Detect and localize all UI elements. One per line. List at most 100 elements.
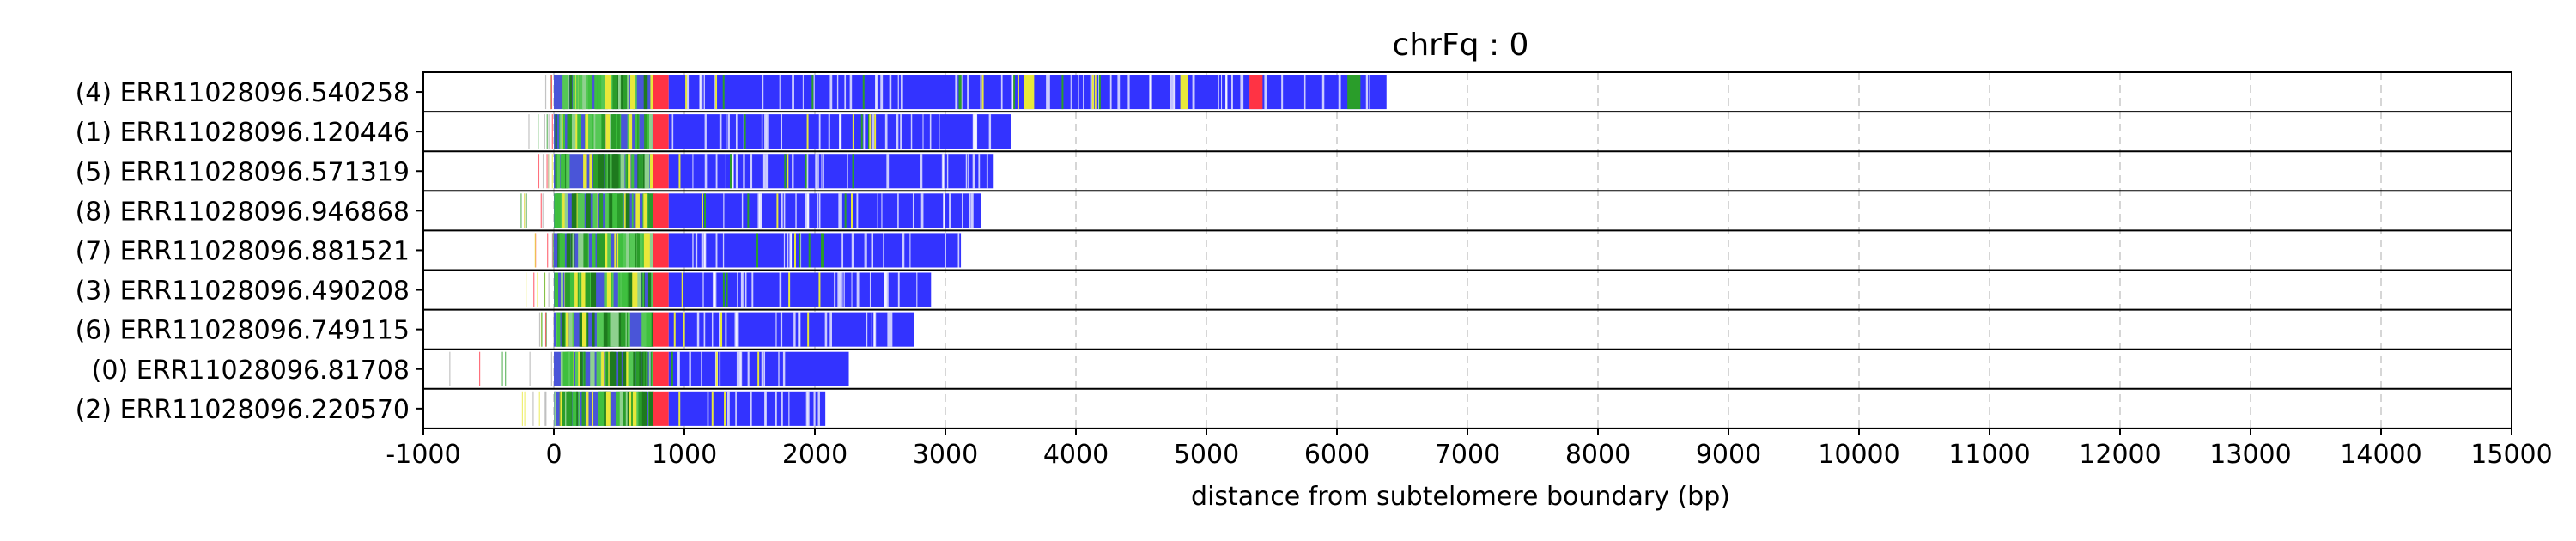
x-tick-label: 11000 [1948, 440, 2030, 470]
read-segment [604, 272, 608, 307]
read-segment [555, 272, 558, 307]
read-segment [607, 351, 611, 386]
read-segment [580, 193, 585, 228]
read-segment [576, 75, 579, 110]
read-segment [805, 193, 808, 228]
read-segment [555, 114, 557, 149]
read-segment [678, 154, 681, 189]
read-segment [872, 114, 874, 149]
x-tick-label: 5000 [1174, 440, 1239, 470]
read-segment [647, 114, 649, 149]
read-segment [781, 391, 783, 426]
read-segment [700, 75, 703, 110]
read-segment [600, 312, 604, 347]
read-segment [869, 272, 871, 307]
read-segment [929, 114, 932, 149]
read-segment [618, 272, 621, 307]
x-tick-label: 0 [545, 440, 562, 470]
read-segment [799, 312, 801, 347]
read-segment [622, 351, 627, 386]
read-segment [653, 193, 669, 228]
read-segment [747, 351, 750, 386]
read-segment [617, 272, 623, 307]
read-segment [829, 75, 833, 110]
read-segment [524, 391, 526, 426]
read-segment [897, 272, 900, 307]
read-segment [764, 391, 766, 426]
read-segment [623, 233, 627, 268]
read-segment [620, 193, 623, 228]
read-segment [1098, 75, 1101, 110]
read-segment [563, 75, 568, 110]
read-segment [449, 351, 451, 386]
read-segment [562, 114, 566, 149]
read-segment [978, 154, 981, 189]
read-segment [650, 154, 655, 189]
read-segment [598, 391, 601, 426]
read-segment [839, 272, 842, 307]
read-segment [890, 312, 893, 347]
read-segment [920, 154, 923, 189]
read-segment [885, 272, 889, 307]
read-segment [788, 272, 791, 307]
read-segment [592, 114, 596, 149]
read-segment [653, 272, 669, 307]
read-segment [806, 154, 809, 189]
read-track [544, 75, 1387, 110]
read-segment [600, 233, 604, 268]
read-segment [1094, 75, 1097, 110]
read-segment [585, 114, 589, 149]
read-segment [967, 75, 969, 110]
read-segment [650, 312, 654, 347]
read-segment [807, 193, 810, 228]
read-segment [883, 233, 884, 268]
read-segment [719, 312, 721, 347]
read-segment [912, 193, 914, 228]
read-segment [579, 312, 584, 347]
read-segment [847, 154, 848, 189]
read-segment [897, 193, 899, 228]
read-segment [612, 75, 618, 110]
read-segment [852, 114, 854, 149]
read-segment [959, 75, 962, 110]
read-segment [637, 233, 643, 268]
y-tick-label: (8) ERR11028096.946868 [76, 197, 410, 227]
read-segment [554, 391, 556, 426]
read-segment [520, 193, 522, 228]
read-segment [592, 391, 594, 426]
y-tick-label: (0) ERR11028096.81708 [92, 356, 410, 386]
read-segment [605, 75, 611, 110]
read-segment [635, 193, 640, 228]
read-segment [741, 193, 744, 228]
read-segment [685, 75, 688, 110]
read-segment [793, 233, 796, 268]
read-segment [761, 114, 763, 149]
read-segment [545, 391, 547, 426]
read-segment [605, 193, 609, 228]
read-segment [689, 351, 691, 386]
read-segment [565, 272, 570, 307]
read-segment [641, 312, 647, 347]
read-segment [714, 272, 717, 307]
read-segment [623, 272, 629, 307]
read-segment [589, 75, 592, 110]
read-segment [644, 154, 650, 189]
x-tick-label: 4000 [1043, 440, 1109, 470]
read-track [538, 154, 994, 189]
read-segment [559, 233, 565, 268]
read-segment [792, 75, 794, 110]
read-segment [715, 154, 718, 189]
read-segment [720, 312, 723, 347]
read-segment [668, 154, 994, 189]
read-segment [779, 75, 781, 110]
read-segment [1170, 75, 1172, 110]
read-segment [578, 272, 580, 307]
read-segment [943, 193, 945, 228]
read-segment [829, 312, 832, 347]
read-segment [780, 312, 783, 347]
read-segment [592, 193, 598, 228]
read-segment [560, 193, 566, 228]
read-segment [617, 193, 620, 228]
read-segment [606, 272, 610, 307]
read-segment [626, 351, 630, 386]
